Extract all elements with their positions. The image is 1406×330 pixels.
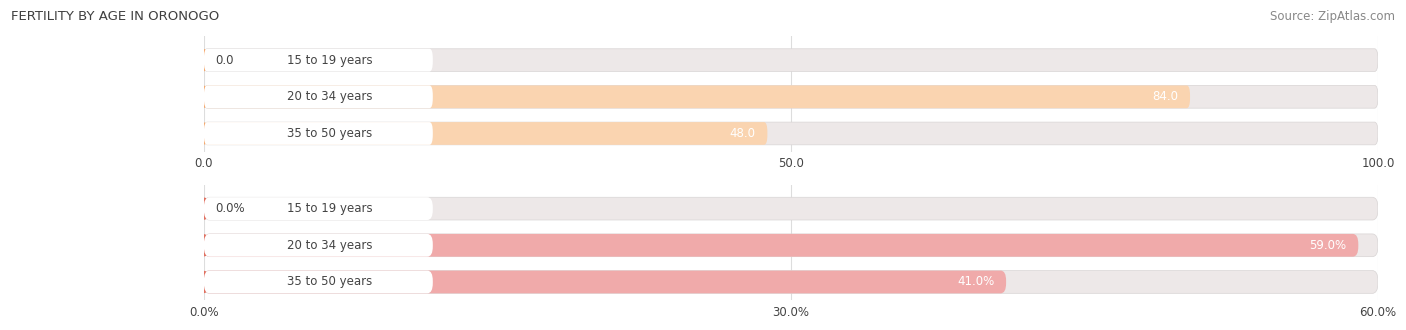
Text: 20 to 34 years: 20 to 34 years: [287, 239, 373, 252]
Text: 15 to 19 years: 15 to 19 years: [287, 202, 373, 215]
FancyBboxPatch shape: [204, 122, 1378, 145]
Text: FERTILITY BY AGE IN ORONOGO: FERTILITY BY AGE IN ORONOGO: [11, 10, 219, 23]
FancyBboxPatch shape: [204, 197, 433, 220]
Text: 35 to 50 years: 35 to 50 years: [287, 127, 373, 140]
FancyBboxPatch shape: [204, 122, 768, 145]
Text: 20 to 34 years: 20 to 34 years: [287, 90, 373, 103]
FancyBboxPatch shape: [204, 85, 1189, 108]
Text: 0.0: 0.0: [215, 54, 235, 67]
FancyBboxPatch shape: [204, 271, 1007, 293]
Text: 48.0: 48.0: [730, 127, 755, 140]
Circle shape: [201, 123, 207, 144]
FancyBboxPatch shape: [204, 197, 1378, 220]
Text: 15 to 19 years: 15 to 19 years: [287, 54, 373, 67]
Circle shape: [198, 272, 209, 292]
FancyBboxPatch shape: [204, 122, 433, 145]
FancyBboxPatch shape: [204, 49, 433, 72]
Circle shape: [198, 235, 209, 256]
Text: Source: ZipAtlas.com: Source: ZipAtlas.com: [1270, 10, 1395, 23]
FancyBboxPatch shape: [204, 85, 1378, 108]
Circle shape: [198, 198, 209, 219]
FancyBboxPatch shape: [204, 234, 433, 257]
Circle shape: [201, 86, 207, 107]
Text: 84.0: 84.0: [1153, 90, 1178, 103]
FancyBboxPatch shape: [204, 271, 1378, 293]
Text: 35 to 50 years: 35 to 50 years: [287, 276, 373, 288]
Text: 59.0%: 59.0%: [1309, 239, 1347, 252]
FancyBboxPatch shape: [204, 234, 1378, 257]
Text: 0.0%: 0.0%: [215, 202, 245, 215]
Text: 41.0%: 41.0%: [957, 276, 994, 288]
Circle shape: [201, 50, 207, 71]
FancyBboxPatch shape: [204, 271, 433, 293]
FancyBboxPatch shape: [204, 49, 1378, 72]
FancyBboxPatch shape: [204, 234, 1358, 257]
FancyBboxPatch shape: [204, 85, 433, 108]
